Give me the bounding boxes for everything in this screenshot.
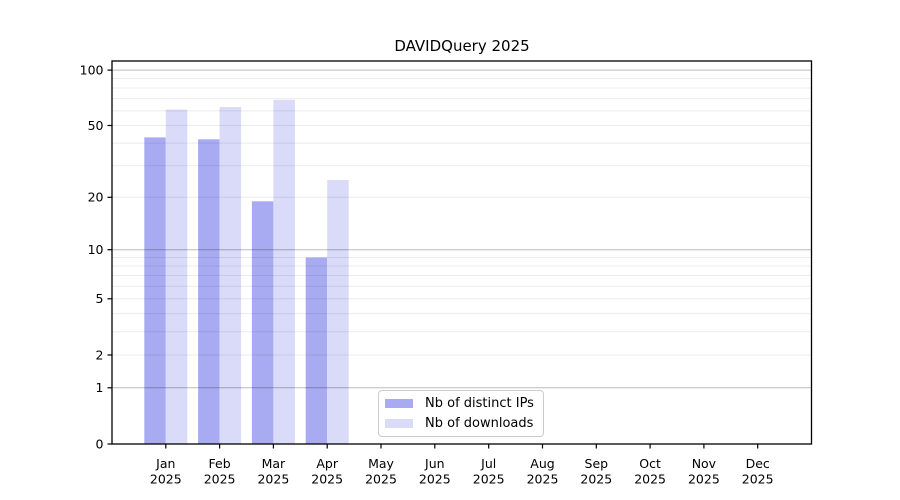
y-tick-label-100: 100 bbox=[80, 62, 104, 77]
legend-item-distinct-ips: Nb of distinct IPs bbox=[385, 396, 543, 412]
legend-swatch-distinct-ips bbox=[385, 399, 413, 408]
x-tick-label-jul: Jul bbox=[480, 456, 496, 471]
y-tick-label-0: 0 bbox=[96, 436, 104, 451]
y-tick-label-50: 50 bbox=[88, 118, 104, 133]
x-tick-label-jun-year: 2025 bbox=[419, 472, 451, 487]
y-tick-label-2: 2 bbox=[96, 347, 104, 362]
x-tick-label-aug-year: 2025 bbox=[527, 472, 559, 487]
chart-title: DAVIDQuery 2025 bbox=[394, 37, 530, 55]
bar-ips-feb bbox=[198, 139, 220, 445]
legend-label-downloads: Nb of downloads bbox=[425, 416, 534, 431]
x-tick-label-mar-year: 2025 bbox=[257, 472, 289, 487]
x-tick-label-nov-year: 2025 bbox=[688, 472, 720, 487]
x-tick-label-oct-year: 2025 bbox=[634, 472, 666, 487]
bar-downloads-mar bbox=[273, 99, 295, 445]
x-tick-label-may-year: 2025 bbox=[365, 472, 397, 487]
x-tick-label-dec-year: 2025 bbox=[742, 472, 774, 487]
x-tick-label-feb: Feb bbox=[209, 456, 231, 471]
x-tick-label-aug: Aug bbox=[530, 456, 554, 471]
x-tick-label-oct: Oct bbox=[639, 456, 661, 471]
x-tick-label-jun: Jun bbox=[424, 456, 445, 471]
y-tick-label-1: 1 bbox=[96, 380, 104, 395]
x-tick-label-nov: Nov bbox=[692, 456, 717, 471]
x-tick-label-jan: Jan bbox=[155, 456, 175, 471]
x-tick-label-jul-year: 2025 bbox=[473, 472, 505, 487]
bar-ips-jan bbox=[144, 137, 166, 444]
legend-swatch-downloads bbox=[385, 419, 413, 428]
x-tick-label-dec: Dec bbox=[746, 456, 770, 471]
x-tick-label-sep: Sep bbox=[585, 456, 609, 471]
plot-border bbox=[111, 60, 813, 445]
legend-item-downloads: Nb of downloads bbox=[385, 416, 543, 432]
bar-downloads-apr bbox=[327, 180, 349, 444]
x-tick-label-may: May bbox=[368, 456, 394, 471]
x-tick-label-jan-year: 2025 bbox=[150, 472, 182, 487]
bar-downloads-feb bbox=[219, 107, 242, 444]
legend-label-distinct-ips: Nb of distinct IPs bbox=[425, 396, 534, 411]
bar-downloads-jan bbox=[165, 109, 188, 444]
x-tick-label-sep-year: 2025 bbox=[580, 472, 612, 487]
x-tick-label-mar: Mar bbox=[262, 456, 286, 471]
bar-ips-mar bbox=[251, 201, 274, 444]
y-tick-label-10: 10 bbox=[88, 242, 104, 257]
y-tick-label-20: 20 bbox=[88, 190, 104, 205]
x-tick-label-feb-year: 2025 bbox=[204, 472, 236, 487]
x-tick-label-apr-year: 2025 bbox=[311, 472, 343, 487]
bar-ips-apr bbox=[305, 257, 328, 444]
y-tick-label-5: 5 bbox=[96, 291, 104, 306]
legend: Nb of distinct IPs Nb of downloads bbox=[378, 390, 544, 437]
x-tick-label-apr: Apr bbox=[316, 456, 338, 471]
